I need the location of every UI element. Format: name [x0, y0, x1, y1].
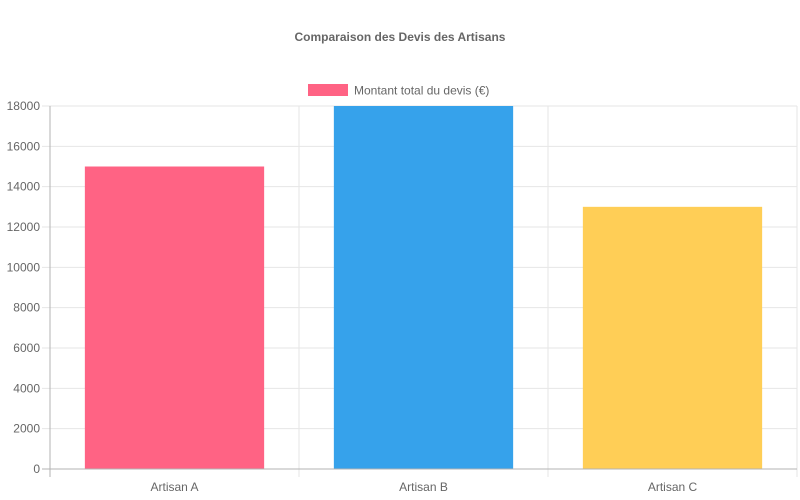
y-tick-label: 4000: [13, 381, 40, 395]
bar[interactable]: [582, 206, 763, 470]
x-tick-label: Artisan C: [648, 480, 698, 494]
bars: [84, 106, 763, 470]
y-tick-label: 2000: [13, 422, 40, 436]
legend-label: Montant total du devis (€): [354, 84, 489, 98]
y-tick-label: 18000: [7, 99, 41, 113]
y-tick-label: 16000: [7, 139, 41, 153]
y-tick-label: 14000: [7, 180, 41, 194]
chart-title: Comparaison des Devis des Artisans: [295, 30, 506, 44]
y-tick-label: 0: [33, 462, 40, 476]
legend-swatch: [308, 84, 348, 96]
y-tick-label: 8000: [13, 301, 40, 315]
bar[interactable]: [84, 166, 265, 470]
x-tick-label: Artisan A: [150, 480, 198, 494]
axes: 0 2000 4000 6000 8000 10000 12000 14000 16000 180…: [7, 99, 797, 494]
y-tick-label: 6000: [13, 341, 40, 355]
bar[interactable]: [333, 106, 514, 469]
y-tick-label: 10000: [7, 260, 41, 274]
legend[interactable]: Montant total du devis (€): [308, 84, 489, 98]
y-tick-label: 12000: [7, 220, 41, 234]
x-tick-label: Artisan B: [399, 480, 448, 494]
